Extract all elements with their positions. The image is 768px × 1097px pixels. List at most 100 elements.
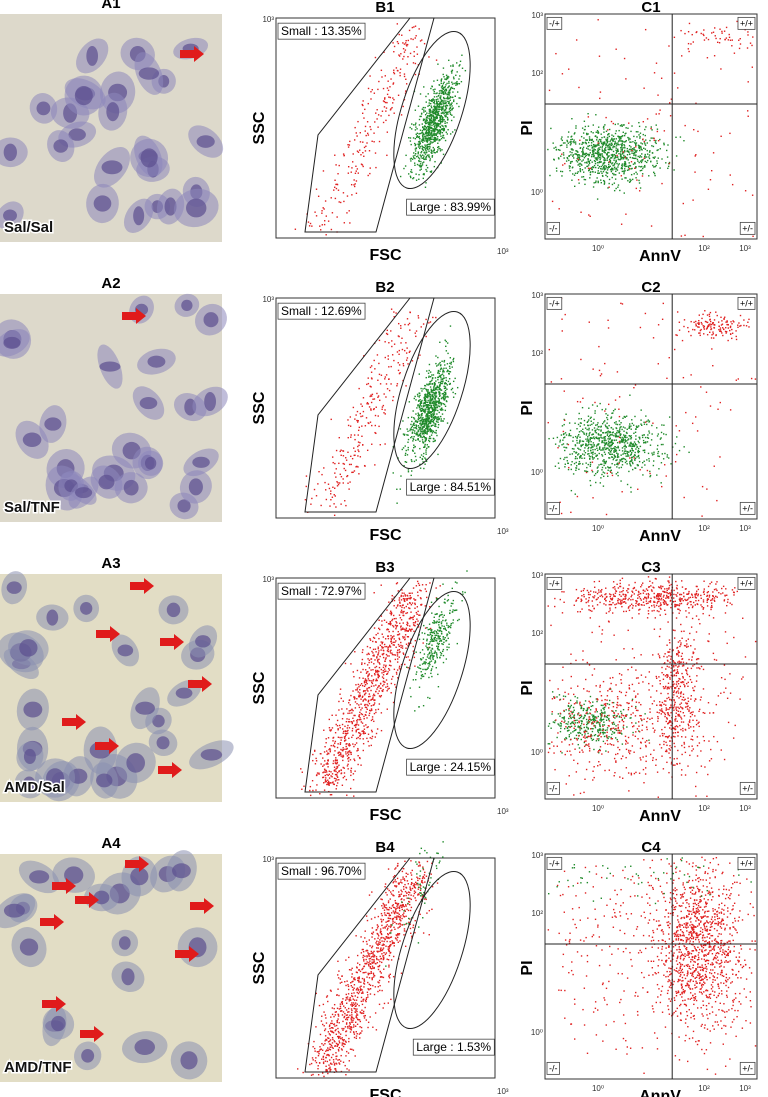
event-dot: [370, 91, 372, 93]
event-dot: [353, 470, 356, 472]
event-dot: [368, 686, 371, 689]
event-dot: [561, 318, 563, 320]
event-dot: [336, 183, 338, 185]
event-dot: [443, 393, 445, 396]
event-dot: [423, 401, 426, 404]
event-dot: [357, 172, 359, 174]
event-dot: [361, 713, 364, 716]
event-dot: [404, 634, 407, 636]
event-dot: [666, 377, 668, 380]
event-dot: [325, 215, 327, 217]
event-dot: [373, 359, 375, 362]
event-dot: [611, 154, 614, 157]
event-dot: [694, 171, 696, 173]
event-dot: [609, 470, 611, 472]
event-dot: [422, 416, 424, 419]
event-dot: [648, 458, 650, 460]
quadrant-label: -/-: [549, 503, 558, 513]
event-dot: [371, 89, 373, 91]
event-dot: [683, 319, 686, 321]
event-dot: [599, 402, 601, 405]
event-dot: [603, 162, 605, 164]
event-dot: [436, 136, 439, 138]
event-dot: [426, 424, 428, 426]
event-dot: [429, 383, 432, 385]
event-dot: [575, 465, 578, 467]
event-dot: [433, 137, 436, 139]
event-dot: [442, 396, 445, 399]
event-dot: [588, 446, 590, 449]
event-dot: [617, 123, 619, 125]
event-dot: [620, 136, 623, 138]
event-dot: [454, 95, 456, 97]
event-dot: [445, 340, 447, 343]
event-dot: [439, 384, 441, 386]
event-dot: [688, 22, 691, 25]
event-dot: [400, 663, 403, 666]
event-dot: [342, 450, 345, 452]
event-dot: [563, 157, 565, 159]
event-dot: [430, 138, 432, 140]
event-dot: [557, 157, 560, 159]
nucleus: [140, 148, 158, 168]
event-dot: [585, 154, 587, 157]
event-dot: [616, 456, 619, 459]
event-dot: [435, 108, 437, 111]
event-dot: [657, 450, 660, 453]
event-dot: [555, 167, 558, 169]
event-dot: [347, 760, 350, 762]
event-dot: [445, 93, 447, 95]
event-dot: [604, 167, 606, 169]
event-dot: [388, 669, 391, 671]
event-dot: [615, 473, 618, 475]
event-dot: [406, 428, 408, 430]
event-dot: [424, 125, 427, 128]
event-dot: [381, 624, 383, 626]
event-dot: [435, 109, 438, 112]
event-dot: [603, 168, 605, 170]
event-dot: [325, 779, 327, 782]
event-dot: [608, 457, 610, 459]
event-dot: [307, 221, 310, 223]
event-dot: [628, 445, 630, 447]
event-dot: [401, 448, 403, 451]
event-dot: [629, 141, 631, 143]
event-dot: [386, 650, 389, 652]
event-dot: [624, 165, 626, 168]
event-dot: [412, 62, 415, 64]
event-dot: [707, 324, 710, 326]
event-dot: [437, 421, 439, 423]
event-dot: [614, 178, 617, 180]
event-dot: [549, 174, 551, 177]
event-dot: [345, 734, 347, 736]
event-dot: [669, 115, 672, 117]
event-dot: [379, 383, 382, 385]
event-dot: [582, 151, 584, 153]
event-dot: [423, 436, 425, 438]
event-dot: [615, 170, 617, 173]
event-dot: [424, 420, 426, 423]
event-dot: [433, 382, 436, 384]
event-dot: [713, 327, 716, 329]
event-dot: [375, 665, 378, 668]
event-dot: [595, 157, 597, 160]
event-dot: [615, 435, 618, 438]
event-dot: [591, 149, 594, 151]
event-dot: [409, 311, 411, 314]
event-dot: [446, 93, 449, 96]
event-dot: [434, 88, 436, 90]
event-dot: [452, 360, 455, 363]
event-dot: [702, 325, 704, 327]
event-dot: [616, 423, 619, 426]
event-dot: [614, 448, 616, 450]
nucleus: [106, 102, 120, 122]
event-dot: [424, 398, 426, 400]
event-dot: [639, 469, 641, 471]
event-dot: [370, 408, 372, 410]
event-dot: [599, 158, 601, 161]
event-dot: [400, 475, 402, 477]
event-dot: [403, 43, 406, 45]
event-dot: [431, 128, 434, 130]
event-dot: [748, 326, 750, 328]
event-dot: [441, 84, 444, 87]
